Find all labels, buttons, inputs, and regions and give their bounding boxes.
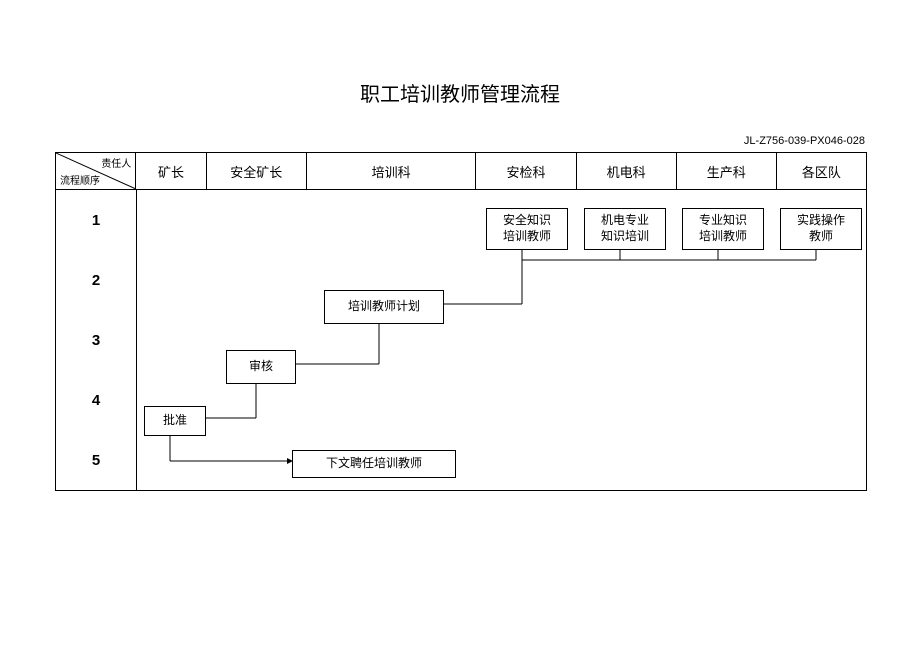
diag-top-label: 责任人	[101, 155, 131, 170]
header-col-1: 安全矿长	[207, 153, 307, 189]
header-row: 责任人 流程顺序 矿长 安全矿长 培训科 安检科 机电科 生产科 各区队	[56, 153, 866, 190]
header-col-4: 机电科	[577, 153, 677, 189]
box-approve: 批准	[144, 406, 206, 436]
box-review: 审核	[226, 350, 296, 384]
box-professional-teacher: 专业知识培训教师	[682, 208, 764, 250]
page-title: 职工培训教师管理流程	[0, 78, 920, 107]
box-training-plan: 培训教师计划	[324, 290, 444, 324]
header-col-5: 生产科	[677, 153, 777, 189]
row-number-1: 1	[56, 190, 136, 250]
header-diagonal-cell: 责任人 流程顺序	[56, 153, 136, 189]
diag-bottom-label: 流程顺序	[60, 172, 100, 187]
box-safety-teacher: 安全知识培训教师	[486, 208, 568, 250]
swimlane-body: 1 2 3 4 5 安全知识培训教师 机电专业知识培训 专业知识培训教师 实践操…	[56, 190, 866, 490]
row-number-2: 2	[56, 250, 136, 310]
header-col-6: 各区队	[777, 153, 866, 189]
document-code: JL-Z756-039-PX046-028	[744, 135, 865, 147]
box-electromech-teacher: 机电专业知识培训	[584, 208, 666, 250]
box-practice-teacher: 实践操作教师	[780, 208, 862, 250]
row-number-4: 4	[56, 370, 136, 430]
header-col-3: 安检科	[476, 153, 576, 189]
row-number-column: 1 2 3 4 5	[56, 190, 137, 490]
row-number-3: 3	[56, 310, 136, 370]
header-col-0: 矿长	[136, 153, 206, 189]
header-col-2: 培训科	[307, 153, 477, 189]
box-issue-appointment: 下文聘任培训教师	[292, 450, 456, 478]
swimlane-table: 责任人 流程顺序 矿长 安全矿长 培训科 安检科 机电科 生产科 各区队 1 2…	[55, 152, 867, 491]
row-number-5: 5	[56, 430, 136, 490]
page: 职工培训教师管理流程 JL-Z756-039-PX046-028 责任人 流程顺…	[0, 0, 920, 651]
